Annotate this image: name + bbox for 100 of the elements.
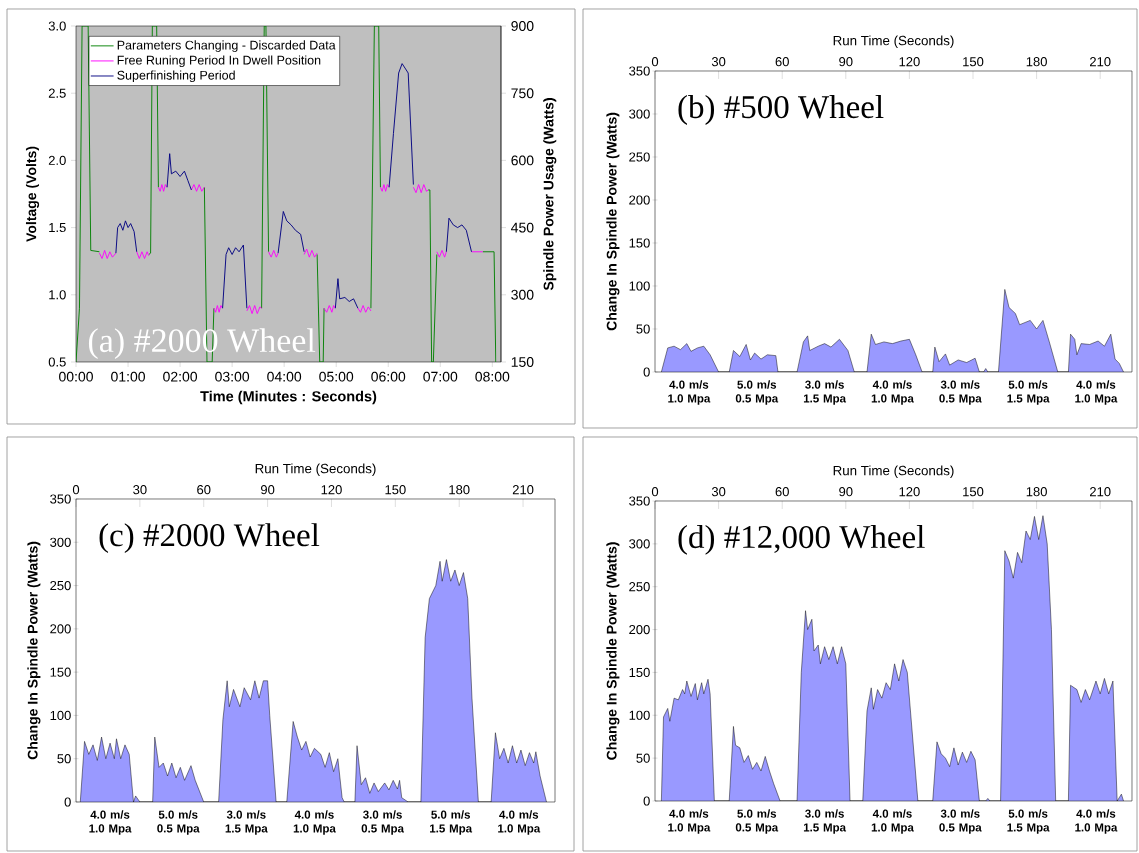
x-axis-title: Run Time (Seconds) [255,463,376,476]
x-tick-label: 180 [1026,487,1047,497]
x-tick-label: 150 [385,485,406,495]
y-tick-label: 2.5 [48,88,66,98]
y-tick-label: 250 [629,152,650,162]
x-tick-label: 02:00 [163,371,198,382]
y2-tick-label: 600 [511,155,534,166]
x-tick-label: 210 [512,485,534,495]
annotation: 5.0 m/s 0.5 Mpa [157,810,200,835]
x-tick-label: 07:00 [423,371,458,382]
annotation: 5.0 m/s 0.5 Mpa [735,380,779,405]
x-axis-title: Run Time (Seconds) [833,465,954,478]
y2-tick-label: 750 [511,88,534,99]
y2-tick-label: 300 [511,289,534,300]
y2-tick-label: 150 [511,357,534,367]
y-tick-label: 50 [636,324,650,334]
x-tick-label: 03:00 [215,371,250,382]
y-tick-label: 150 [50,667,71,677]
x-tick-label: 60 [775,57,789,67]
annotation: 4.0 m/s 1.0 Mpa [871,380,914,405]
x-tick-label: 90 [839,57,853,67]
x-tick-label: 0 [651,57,659,67]
annotation: 4.0 m/s 1.0 Mpa [1075,380,1118,405]
x-tick-label: 120 [899,57,920,67]
y-tick-label: 350 [629,66,650,76]
x-tick-label: 150 [963,57,984,67]
annotation: 5.0 m/s 0.5 Mpa [735,809,779,834]
x-tick-label: 08:00 [475,371,510,382]
y-tick-label: 300 [629,539,650,549]
annotation: 3.0 m/s 1.5 Mpa [803,809,847,834]
text: (d) #12,000 Wheel [678,524,925,555]
legend-label: Parameters Changing - Discarded Data [117,40,336,52]
x-tick-label: 06:00 [371,371,406,382]
y-tick-label: 200 [629,624,650,635]
y-tick-label: 3.0 [48,21,66,31]
annotation: 3.0 m/s 1.5 Mpa [803,380,847,405]
x-tick-label: 60 [197,485,211,495]
annotation: 4.0 m/s 1.0 Mpa [89,810,132,835]
annotation: 3.0 m/s 0.5 Mpa [939,809,982,834]
y-tick-label: 0 [643,796,650,806]
x-tick-label: 150 [963,487,984,497]
annotation: 4.0 m/s 1.0 Mpa [293,810,336,835]
y-tick-label: 1.0 [49,290,66,300]
x-tick-label: 00:00 [59,371,93,382]
y-tick-label: 250 [629,582,650,592]
y-axis-title: Change In Spindle Power (Watts) [606,112,620,331]
annotation: 3.0 m/s 0.5 Mpa [939,380,982,405]
legend-label: Superfinishing Period [117,70,235,83]
x-tick-label: 90 [839,487,853,497]
y-axis-title: Voltage (Volts) [25,146,40,242]
text: (c) #2000 Wheel [99,523,320,554]
x-tick-label: 0 [72,485,80,495]
x-axis-title: Run Time (Seconds) [833,35,954,48]
x-tick-label: 30 [133,485,147,495]
annotation: 3.0 m/s 0.5 Mpa [361,810,405,835]
y-tick-label: 200 [50,624,71,634]
x-tick-label: 210 [1090,487,1111,497]
y-tick-label: 300 [629,109,650,119]
x-tick-label: 60 [775,487,789,497]
y-tick-label: 250 [50,580,71,591]
x-tick-label: 04:00 [267,371,302,382]
annotation: 5.0 m/s 1.5 Mpa [430,810,473,835]
annotation: 3.0 m/s 1.5 Mpa [225,810,268,835]
y-tick-label: 150 [629,238,650,248]
y-tick-label: 2.0 [48,155,66,165]
x-tick-label: 30 [711,487,726,497]
y-axis-title: Change In Spindle Power (Watts) [606,542,620,760]
x-tick-label: 210 [1090,57,1111,67]
annotation: 4.0 m/s 1.0 Mpa [1075,809,1118,834]
y2-tick-label: 450 [511,222,534,233]
annotation: 4.0 m/s 1.0 Mpa [498,810,541,835]
x-tick-label: 120 [899,487,920,497]
y-tick-label: 50 [57,754,71,764]
annotation: 4.0 m/s 1.0 Mpa [668,380,711,405]
y-tick-label: 300 [50,537,71,547]
y-tick-label: 0 [64,797,71,807]
x-tick-label: 0 [651,487,659,497]
x-tick-label: 30 [711,57,726,67]
y-tick-label: 100 [629,710,650,720]
x-tick-label: 180 [1026,57,1047,67]
y-tick-label: 350 [50,494,71,504]
y2-axis-title: Spindle Power Usage (Watts) [543,98,557,291]
text: (b) #500 Wheel [678,95,884,125]
legend-label: Free Runing Period In Dwell Position [117,55,321,68]
annotation: 4.0 m/s 1.0 Mpa [871,809,914,834]
x-tick-label: 01:00 [111,371,146,382]
y-tick-label: 350 [629,496,650,506]
y-tick-label: 150 [629,667,650,678]
annotation: 4.0 m/s 1.0 Mpa [668,809,711,834]
x-tick-label: 05:00 [319,371,354,382]
y2-tick-label: 900 [511,21,534,31]
x-tick-label: 180 [449,485,470,495]
y-axis-title: Change In Spindle Power (Watts) [27,541,41,760]
x-tick-label: 120 [321,485,342,495]
y-tick-label: 50 [636,753,650,763]
y-tick-label: 100 [629,281,650,291]
annotation: 5.0 m/s 1.5 Mpa [1007,809,1050,834]
x-tick-label: 90 [260,485,275,495]
y-tick-label: 0.5 [48,357,66,367]
annotation: 5.0 m/s 1.5 Mpa [1007,380,1050,405]
